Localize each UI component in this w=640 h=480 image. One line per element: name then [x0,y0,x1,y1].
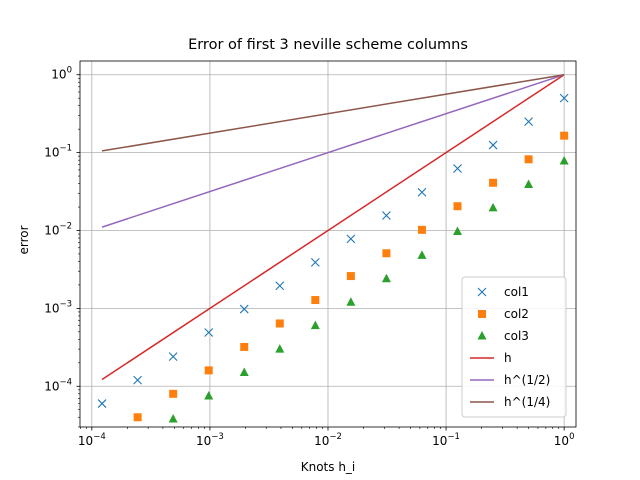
data-point [204,366,213,375]
y-tick-label: 10−1 [44,144,72,160]
data-point [382,249,391,258]
data-point [488,202,498,212]
data-point [346,272,355,281]
series-h-1-2 [101,74,565,228]
legend-handle [477,287,487,297]
legend-item: col3 [477,329,529,343]
x-axis-ticks: 10−4 10−3 10−2 10−1 100 [78,427,575,448]
data-point [453,202,462,211]
data-point [417,225,426,234]
data-point [524,117,533,126]
series-col2 [133,131,569,422]
legend-label: h^(1/2) [504,373,550,387]
series-layer [97,73,569,423]
legend-box [461,276,567,418]
data-point [169,389,178,398]
legend-item: col2 [478,307,529,321]
legend-handle [477,331,487,340]
data-point [275,344,285,353]
y-tick-label: 100 [51,66,72,82]
legend-label: col3 [504,329,529,343]
data-point [417,187,427,197]
legend-item: col1 [477,285,529,299]
data-point [489,178,498,187]
legend-item: h [470,351,512,365]
legend-label: h^(1/4) [504,395,550,409]
data-point [133,375,142,385]
legend: col1 col2 col3 h h^(1/2) h^(1/4) [461,276,567,418]
data-point [168,414,178,423]
series-col1 [97,93,569,408]
data-point [240,342,249,351]
data-point [524,179,534,188]
series-h [101,74,565,381]
y-axis-label: error [17,225,31,254]
legend-label: h [504,351,512,365]
data-point [133,413,142,422]
x-tick-label: 10−4 [78,432,106,448]
chart-title: Error of first 3 neville scheme columns [188,37,468,53]
data-point [311,296,320,305]
data-point [559,156,569,165]
data-point [97,399,107,408]
data-point [310,320,320,330]
data-point [275,319,284,328]
series-col3 [168,156,569,423]
data-point [204,391,214,400]
data-point [310,257,320,267]
series-line [101,73,565,152]
y-axis-ticks: 10−4 10−3 10−2 10−1 100 [44,66,80,393]
y-tick-label: 10−3 [44,299,72,315]
series-line [101,74,565,228]
x-tick-label: 10−2 [314,432,342,448]
data-point [524,155,533,164]
x-tick-label: 100 [554,432,575,448]
x-tick-label: 10−3 [196,432,224,448]
x-tick-label: 10−1 [432,432,460,448]
data-point [560,131,569,140]
legend-label: col1 [504,285,529,299]
x-axis-label: Knots h_i [301,460,356,474]
data-point [382,211,391,220]
legend-label: col2 [504,307,529,321]
data-point [381,273,391,283]
data-point [168,352,178,362]
legend-item: h^(1/4) [470,395,550,409]
data-point [204,328,214,337]
data-point [346,297,356,306]
data-point [453,164,462,173]
data-point [488,140,498,150]
series-line [101,74,565,381]
data-point [559,93,569,103]
data-point [453,226,463,236]
data-point [275,281,285,291]
series-h-1-4 [101,73,565,152]
legend-item: h^(1/2) [470,373,550,387]
data-point [346,234,356,244]
data-point [239,304,249,314]
y-tick-label: 10−4 [44,377,72,393]
legend-handle [478,310,486,318]
data-point [239,367,249,377]
y-tick-label: 10−2 [44,221,72,237]
data-point [417,250,427,259]
